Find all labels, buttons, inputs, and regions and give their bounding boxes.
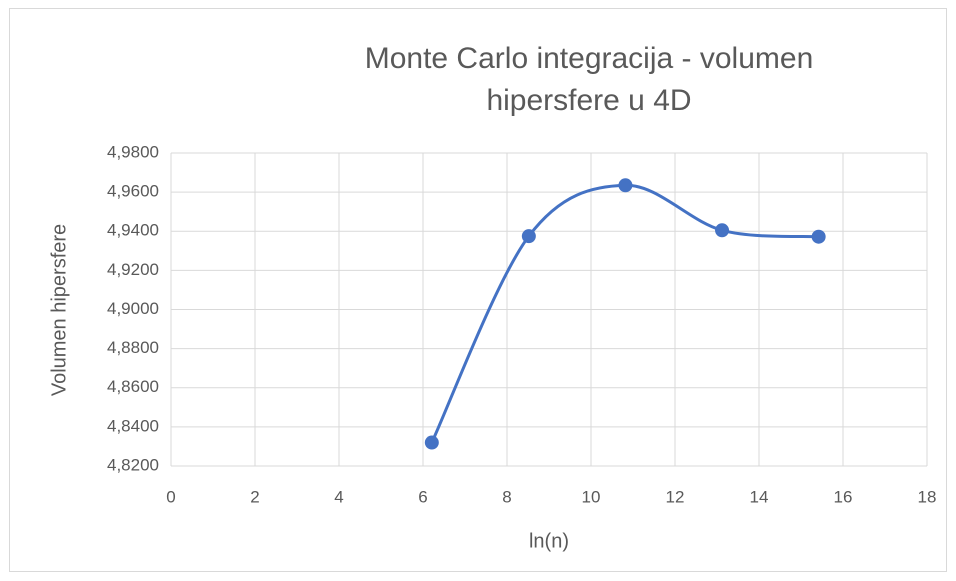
x-axis-label: ln(n) <box>529 530 569 552</box>
y-tick-label: 4,9000 <box>107 299 159 318</box>
y-tick-label: 4,8400 <box>107 416 159 435</box>
y-axis-label: Volumen hipersfere <box>48 224 70 396</box>
y-tick-label: 4,8600 <box>107 377 159 396</box>
data-point <box>811 229 826 244</box>
y-tick-label: 4,8800 <box>107 338 159 357</box>
data-point <box>715 223 730 238</box>
data-point <box>521 229 536 244</box>
x-tick-label: 12 <box>666 487 685 506</box>
x-tick-label: 16 <box>834 487 853 506</box>
y-tick-label: 4,9400 <box>107 221 159 240</box>
data-point <box>424 435 439 450</box>
series-line <box>430 183 819 444</box>
x-tick-label: 10 <box>582 487 601 506</box>
chart-border <box>9 8 947 572</box>
y-tick-label: 4,9200 <box>107 260 159 279</box>
x-tick-label: 0 <box>166 487 175 506</box>
x-tick-label: 14 <box>750 487 769 506</box>
y-tick-label: 4,9800 <box>107 142 159 161</box>
y-tick-label: 4,9600 <box>107 182 159 201</box>
x-tick-label: 8 <box>502 487 511 506</box>
y-tick-label: 4,8200 <box>107 455 159 474</box>
x-tick-label: 18 <box>918 487 937 506</box>
x-tick-label: 6 <box>418 487 427 506</box>
chart-title: Monte Carlo integracija - volumen hipers… <box>364 42 814 117</box>
x-tick-label: 2 <box>250 487 259 506</box>
x-tick-label: 4 <box>334 487 343 506</box>
data-point <box>618 178 633 193</box>
